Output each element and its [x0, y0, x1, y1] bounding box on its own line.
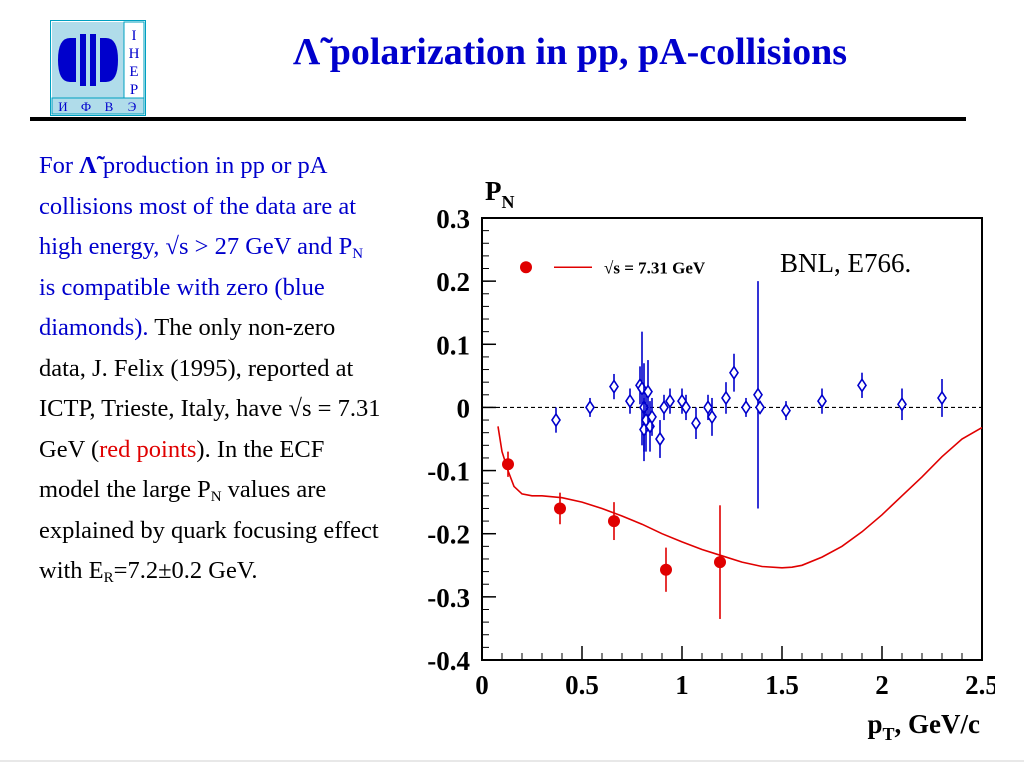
slide-title: Λ̃ polarization in pp, pA-collisions — [292, 31, 848, 73]
red-data-point — [554, 502, 566, 515]
legend-red-marker — [520, 261, 532, 274]
ihep-logo: I H E P И Ф В Э — [50, 20, 146, 116]
desc-subscript: N — [210, 489, 222, 505]
desc-text: The only non-zero data, J. Felix (1995),… — [39, 314, 381, 463]
plot-frame — [481, 217, 983, 661]
y-tick-label: 0 — [457, 393, 471, 423]
logo-side-letter: E — [129, 64, 138, 80]
blue-diamond-point — [817, 393, 827, 409]
desc-text: For — [39, 152, 80, 179]
blue-diamond-point — [551, 412, 561, 428]
red-data-point — [608, 515, 620, 528]
blue-diamond-point — [585, 399, 595, 415]
blue-diamond-point — [643, 384, 653, 400]
blue-diamond-point — [857, 377, 867, 393]
logo-side-letter: H — [129, 46, 140, 62]
y-tick-label: 0.2 — [436, 267, 470, 297]
blue-diamond-point — [755, 399, 765, 415]
blue-diamond-point — [665, 393, 675, 409]
red-data-point — [502, 458, 514, 471]
desc-subscript: N — [352, 246, 364, 262]
blue-diamond-point — [781, 403, 791, 419]
desc-para-1: For Λ̃ production in pp or pA collisions… — [39, 152, 363, 341]
legend-label: √s = 7.31 GeV — [604, 258, 706, 277]
desc-subscript: R — [103, 570, 114, 586]
blue-diamond-point — [655, 431, 665, 447]
blue-diamond-point — [609, 379, 619, 395]
x-tick-label: 2 — [875, 670, 889, 700]
desc-text: ). In the ECF model the large P — [39, 435, 325, 504]
blue-diamond-point — [625, 393, 635, 409]
logo-letter: И — [58, 99, 67, 114]
y-tick-label: -0.2 — [427, 520, 470, 550]
description-text: For Λ̃ production in pp or pA collisions… — [39, 146, 384, 592]
logo-letter: Ф — [81, 99, 91, 114]
logo-side-letter: I — [132, 28, 137, 44]
y-tick-label: -0.3 — [427, 583, 470, 613]
x-tick-label: 0.5 — [565, 670, 599, 700]
x-tick-label: 2.5 — [965, 670, 995, 700]
blue-diamond-point — [707, 409, 717, 425]
y-tick-label: -0.4 — [427, 646, 470, 676]
desc-text: =7.2±0.2 GeV. — [113, 557, 258, 584]
blue-diamond-point — [691, 415, 701, 431]
logo-side-letter: P — [130, 82, 138, 98]
blue-diamond-point — [729, 365, 739, 381]
experiment-label: BNL, E766. — [780, 248, 912, 278]
blue-diamond-point — [681, 399, 691, 415]
y-tick-label: -0.1 — [427, 457, 470, 487]
blue-diamond-point — [659, 399, 669, 415]
logo-letter: В — [105, 99, 114, 114]
desc-para-2: The only non-zero data, J. Felix (1995),… — [39, 314, 381, 586]
blue-diamond-point — [721, 390, 731, 406]
x-tick-label: 1.5 — [765, 670, 799, 700]
desc-text: is compatible with zero (blue diamonds). — [39, 273, 325, 342]
red-data-point — [660, 563, 672, 576]
polarization-chart: 0 0.5 1 1.5 2 2.5 0.3 0.2 0.1 0 -0.1 -0.2 -0.3 -0.4 PN… — [427, 176, 995, 740]
lambda-symbol: Λ̃ — [79, 152, 97, 179]
footer-divider — [0, 760, 1024, 762]
ecf-model-curve — [497, 426, 983, 569]
y-axis-label: PN — [485, 176, 515, 212]
blue-diamond-point — [647, 409, 657, 425]
blue-diamond-point — [703, 399, 713, 415]
x-axis-label: pT, GeV/c — [867, 709, 980, 740]
logo-letter: Э — [128, 99, 137, 114]
x-tick-label: 0 — [475, 670, 489, 700]
blue-diamond-point — [753, 387, 763, 403]
x-tick-label: 1 — [675, 670, 689, 700]
red-points-phrase: red points — [99, 435, 197, 463]
y-tick-label: 0.3 — [436, 204, 470, 234]
desc-text: production in pp or pA collisions most o… — [39, 152, 357, 260]
desc-text: values are explained by quark focusing e… — [39, 476, 379, 584]
y-tick-label: 0.1 — [436, 330, 470, 360]
blue-diamond-point — [897, 396, 907, 412]
red-data-point — [714, 556, 726, 569]
blue-diamond-point — [741, 399, 751, 415]
title-divider — [30, 117, 966, 121]
blue-diamond-point — [937, 390, 947, 406]
